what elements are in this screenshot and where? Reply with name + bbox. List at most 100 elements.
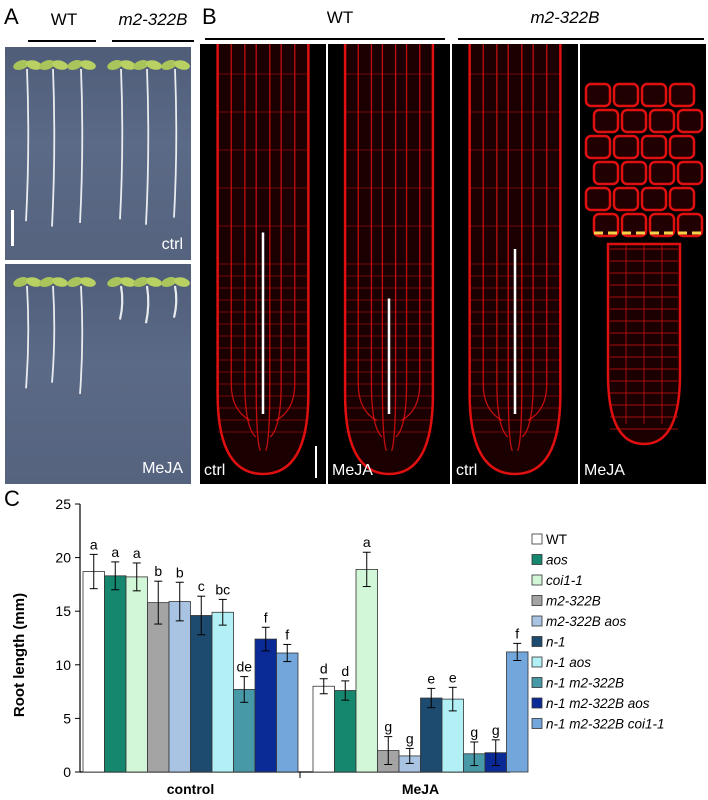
bar <box>355 568 378 773</box>
micrograph-wt-meja: MeJA <box>328 44 450 484</box>
significance-letter: a <box>111 544 119 560</box>
significance-letter: b <box>176 564 184 580</box>
significance-letter: d <box>341 663 349 679</box>
swollen-cell <box>640 82 668 108</box>
seedling-cotyledon <box>133 277 149 287</box>
seedling-root <box>118 285 124 320</box>
bar <box>82 571 105 773</box>
swollen-cell <box>668 186 696 212</box>
seedling-root <box>79 285 84 394</box>
legend-label: coi1-1 <box>546 573 583 588</box>
swollen-cell <box>612 82 640 108</box>
significance-letter: de <box>236 659 252 675</box>
seedling-root <box>25 68 30 222</box>
swollen-cell <box>648 108 676 134</box>
category-label: control <box>167 781 214 797</box>
legend-label: n-1 <box>546 635 566 650</box>
swollen-cell <box>676 212 704 238</box>
significance-letter: a <box>90 536 98 552</box>
bar <box>147 602 170 773</box>
seedling-cotyledon <box>107 277 123 287</box>
legend-swatch <box>531 697 543 709</box>
plate-meja: MeJA <box>5 264 191 484</box>
seedling-cotyledon <box>146 60 162 70</box>
seedling-cotyledon <box>133 60 149 70</box>
y-tick-label: 20 <box>55 550 71 566</box>
legend-label: n-1 aos <box>546 655 591 670</box>
legend-swatch <box>531 554 543 565</box>
root-wt-meja <box>343 44 435 476</box>
seedling-cotyledon <box>174 60 190 70</box>
micrograph-label: MeJA <box>332 462 373 479</box>
seedling-cotyledon <box>120 60 136 70</box>
plate-ctrl-seedlings <box>13 60 190 227</box>
legend-label: n-1 m2-322B aos <box>546 696 650 711</box>
seedling-cotyledon <box>80 60 96 70</box>
micrograph-label: ctrl <box>204 462 226 479</box>
seedling-cotyledon <box>52 60 68 70</box>
legend-swatch <box>531 574 543 586</box>
plate-scale-bar <box>11 210 14 246</box>
root-mutant-ctrl <box>468 44 562 476</box>
significance-letter: a <box>363 534 371 550</box>
plate-ctrl-label: ctrl <box>161 236 183 253</box>
micrograph-mutant-meja: MeJA <box>580 44 706 484</box>
panel-b-wt-label: WT <box>326 8 354 27</box>
swollen-cell <box>620 108 648 134</box>
swollen-cell <box>592 212 620 238</box>
significance-letter: e <box>427 670 435 686</box>
seedling-root <box>119 68 124 220</box>
y-tick-label: 0 <box>63 764 71 780</box>
root-wt-ctrl <box>216 44 310 476</box>
bar <box>190 615 213 773</box>
bar <box>312 685 335 773</box>
swollen-cell <box>640 134 668 160</box>
swollen-cell <box>676 108 704 134</box>
seedling-root <box>25 285 30 389</box>
seedling-cotyledon <box>67 60 83 70</box>
legend-swatch <box>531 656 543 668</box>
legend-label: n-1 m2-322B <box>546 676 624 691</box>
bar <box>168 601 191 773</box>
significance-letter: e <box>449 669 457 685</box>
y-tick-label: 15 <box>55 603 71 619</box>
panel-b-mutant-rule <box>458 38 704 40</box>
legend-label: m2-322B aos <box>546 614 627 629</box>
legend-swatch <box>531 636 543 647</box>
swollen-cell <box>668 82 696 108</box>
plate-meja-label: MeJA <box>142 460 183 477</box>
legend-swatch <box>531 533 543 545</box>
swollen-cell <box>668 134 696 160</box>
swollen-cell <box>620 160 648 186</box>
micrograph-label: ctrl <box>456 462 478 479</box>
root-mutant-meja <box>584 82 704 446</box>
bar <box>254 638 277 773</box>
legend-label: aos <box>546 553 568 568</box>
micrograph-wt-ctrl: ctrl <box>200 44 326 484</box>
y-tick-label: 10 <box>55 657 71 673</box>
swollen-cell <box>584 82 612 108</box>
panel-a-wt-label: WT <box>50 10 78 29</box>
micro-scale-bar <box>315 446 317 478</box>
seedling-root <box>51 68 56 227</box>
swollen-cell <box>592 160 620 186</box>
legend-label: m2-322B <box>546 594 601 609</box>
seedling-root <box>79 68 84 223</box>
significance-letter: g <box>470 724 478 740</box>
panel-a-mutant-label: m2-322B <box>118 10 188 29</box>
significance-letter: f <box>515 625 519 641</box>
seedling-cotyledon <box>26 277 42 287</box>
significance-letter: f <box>285 626 289 642</box>
swollen-cell <box>584 134 612 160</box>
seedling-root <box>172 285 178 318</box>
swollen-cell <box>620 212 648 238</box>
plate-meja-seedlings <box>13 277 190 394</box>
significance-letter: c <box>198 578 205 594</box>
seedling-cotyledon <box>107 60 123 70</box>
seedling-cotyledon <box>52 277 68 287</box>
seedling-cotyledon <box>80 277 96 287</box>
seedling-cotyledon <box>13 60 29 70</box>
significance-letter: g <box>384 719 392 735</box>
swollen-cell <box>676 160 704 186</box>
panel-a-mutant-rule <box>112 40 194 42</box>
